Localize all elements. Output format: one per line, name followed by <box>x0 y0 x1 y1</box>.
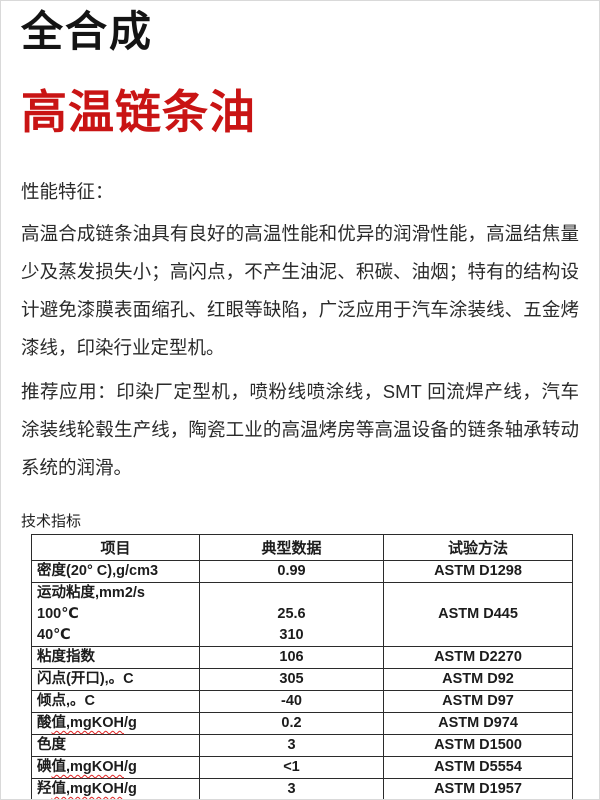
spec-value-cell: 0.99 <box>199 560 384 583</box>
spec-method-cell: ASTM D92 <box>383 668 573 691</box>
table-row: 闪点(开口),。C 305 ASTM D92 <box>31 668 573 691</box>
table-row: 运动粘度,mm2/s 100℃ 40℃ 25.6 310 ASTM D445 <box>31 582 573 647</box>
spec-method-cell: ASTM D445 <box>383 582 573 647</box>
series-title: 全合成 <box>21 8 154 55</box>
performance-description: 高温合成链条油具有良好的高温性能和优异的润滑性能，高温结焦量少及蒸发损失小；高闪… <box>21 223 579 358</box>
spec-value-cell: 25.6 310 <box>199 582 384 647</box>
spec-item-cell: 闪点(开口),。C <box>31 668 200 691</box>
column-header-test-method: 试验方法 <box>383 534 573 561</box>
spec-method-cell: ASTM D97 <box>383 690 573 713</box>
spec-method-cell: ASTM D974 <box>383 712 573 735</box>
spec-item-cell: 羟值,mgKOH/g <box>31 778 200 799</box>
column-header-typical-data: 典型数据 <box>199 534 384 561</box>
spec-section-label: 技术指标 <box>21 513 82 530</box>
spec-table-header-row: 项目 典型数据 试验方法 <box>31 534 573 561</box>
spec-value-cell: -40 <box>199 690 384 713</box>
spec-item-cell: 倾点,。C <box>31 690 200 713</box>
spec-item-cell: 密度(20° C),g/cm3 <box>31 560 200 583</box>
spec-value-cell: 3 <box>199 778 384 799</box>
table-row: 密度(20° C),g/cm3 0.99 ASTM D1298 <box>31 560 573 583</box>
spec-method-cell: ASTM D1298 <box>383 560 573 583</box>
spec-method-cell: ASTM D5554 <box>383 756 573 779</box>
spellcheck-underline: 值,mgKOH <box>51 781 125 797</box>
spec-method-cell: ASTM D1957 <box>383 778 573 799</box>
spec-value-cell: <1 <box>199 756 384 779</box>
table-row: 色度 3 ASTM D1500 <box>31 734 573 757</box>
table-row: 倾点,。C -40 ASTM D97 <box>31 690 573 713</box>
spec-table-body: 密度(20° C),g/cm3 0.99 ASTM D1298 运动粘度,mm2/s 1… <box>31 560 573 799</box>
spec-item-cell: 色度 <box>31 734 200 757</box>
spec-item-cell: 运动粘度,mm2/s 100℃ 40℃ <box>31 582 200 647</box>
spec-value-cell: 305 <box>199 668 384 691</box>
table-row: 酸值,mgKOH/g 0.2 ASTM D974 <box>31 712 573 735</box>
column-header-item: 项目 <box>31 534 200 561</box>
spec-method-cell: ASTM D2270 <box>383 646 573 669</box>
performance-section-label: 性能特征： <box>21 181 114 202</box>
table-row: 羟值,mgKOH/g 3 ASTM D1957 <box>31 778 573 799</box>
spellcheck-underline: 值,mgKOH <box>51 759 125 775</box>
spellcheck-underline: 值,mgKOH <box>51 715 125 731</box>
table-row: 碘值,mgKOH/g <1 ASTM D5554 <box>31 756 573 779</box>
recommended-applications: 推荐应用：印染厂定型机，喷粉线喷涂线，SMT 回流焊产线，汽车涂装线轮毂生产线，… <box>21 381 579 478</box>
spec-value-cell: 106 <box>199 646 384 669</box>
spec-value-cell: 0.2 <box>199 712 384 735</box>
spec-table: 项目 典型数据 试验方法 密度(20° C),g/cm3 0.99 ASTM D12… <box>31 534 573 799</box>
product-name-title: 高温链条油 <box>21 86 256 138</box>
spec-item-cell: 粘度指数 <box>31 646 200 669</box>
spec-value-cell: 3 <box>199 734 384 757</box>
spec-method-cell: ASTM D1500 <box>383 734 573 757</box>
spec-item-cell: 酸值,mgKOH/g <box>31 712 200 735</box>
spec-item-cell: 碘值,mgKOH/g <box>31 756 200 779</box>
table-row: 粘度指数 106 ASTM D2270 <box>31 646 573 669</box>
